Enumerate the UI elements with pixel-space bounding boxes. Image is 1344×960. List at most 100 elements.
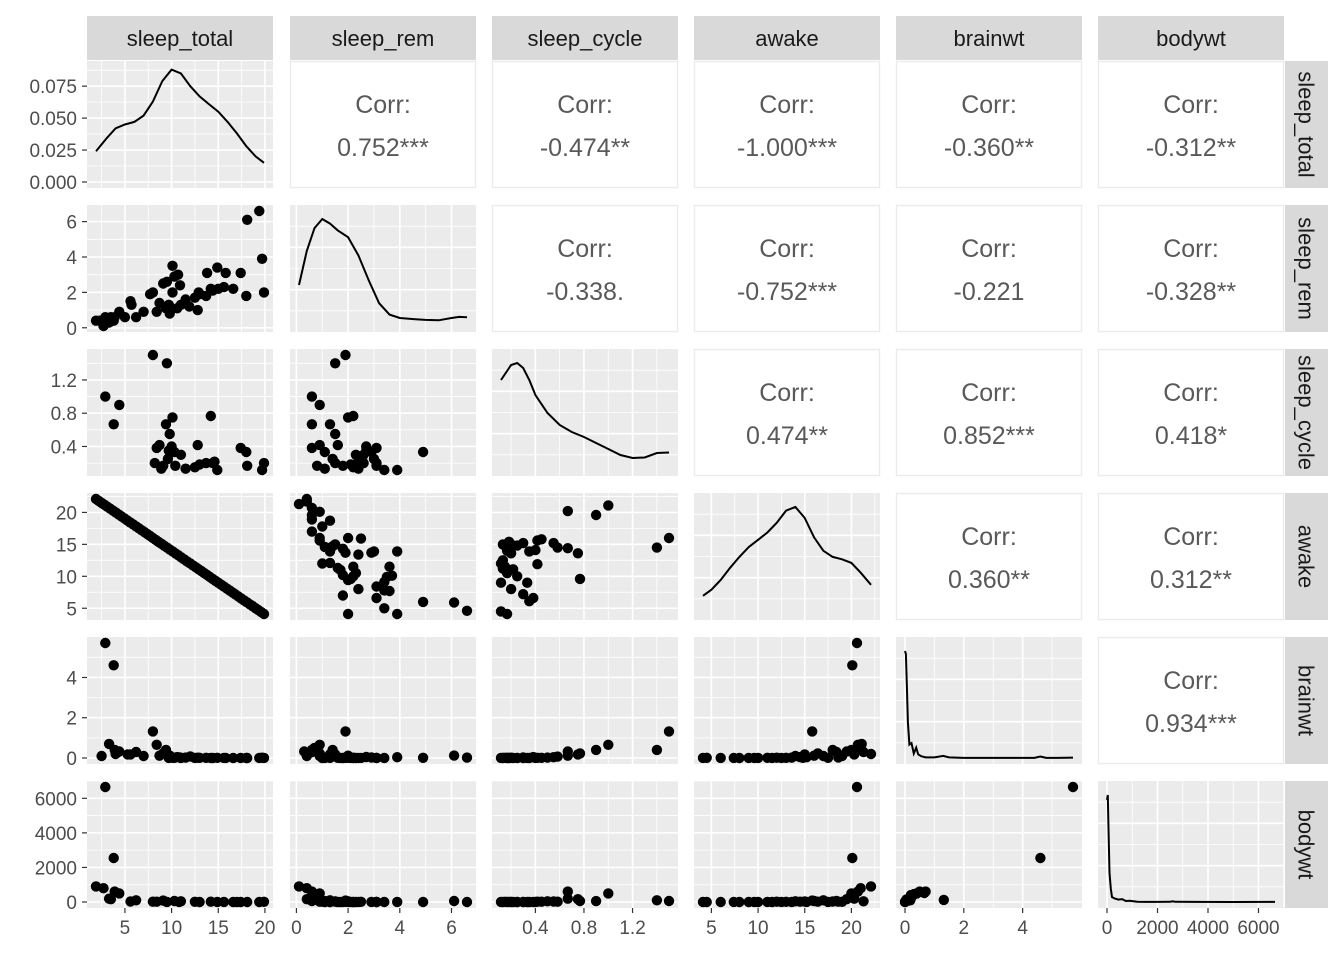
data-point [562,893,573,904]
data-point [518,589,529,600]
data-point [392,752,403,763]
density-curve-sleep_total [95,68,265,164]
panel-sleep_total-vs-sleep_total [87,61,273,188]
data-point [392,546,403,557]
x-tick-label: 20 [841,918,862,939]
y-tick-label: 15 [56,535,77,556]
data-point [258,287,270,298]
panel-sleep_total-vs-bodywt: Corr: -0.312** [1097,60,1285,189]
data-point [562,746,573,757]
data-point [901,894,912,905]
x-tick-label: 6000 [1237,918,1279,939]
panel-awake-vs-sleep_cycle [492,493,678,620]
data-point [797,752,809,763]
data-point [371,592,382,604]
data-point [920,886,931,897]
x-axis-sleep_cycle: 0.4 0.8 1.2 [522,908,646,939]
corr-panel-bg [895,348,1083,477]
row-strip-bg [1285,205,1328,332]
column-strip-bg [87,16,273,60]
data-point [317,558,328,569]
y-axis-sleep_rem: 0 2 4 6 [66,213,87,340]
data-point [734,896,745,908]
data-point [114,399,125,411]
data-point [865,748,877,760]
panel-bg [492,781,678,908]
panel-bg [290,781,476,908]
corr-value: -0.338. [546,278,624,306]
x-tick-label: 2 [959,918,970,939]
panel-bg [492,637,678,764]
x-tick-label: 10 [747,918,768,939]
data-point [167,260,178,271]
data-point [663,895,675,907]
data-point [734,752,745,764]
x-tick-label: 15 [208,918,229,939]
panel-bg [694,637,880,764]
data-point [160,419,172,430]
data-point [752,752,764,764]
row-strip-sleep_rem: sleep_rem [1285,205,1328,332]
row-strip-bodywt: bodywt [1285,781,1328,908]
data-point [392,896,403,908]
panel-sleep_cycle-vs-bodywt: Corr: 0.418* [1097,348,1285,477]
x-axis-bodywt: 0 2000 4000 6000 [1102,908,1280,939]
data-point [603,888,614,899]
corr-panel-bg [1097,60,1285,189]
x-tick-label: 5 [706,918,717,939]
panel-brainwt-vs-awake [694,637,880,764]
panel-bodywt-vs-brainwt [896,780,1082,908]
data-point [715,752,726,764]
panel-bodywt-vs-bodywt [1098,781,1285,908]
corr-value: -0.328** [1146,278,1237,306]
data-point [532,559,543,570]
x-tick-label: 15 [794,918,815,939]
data-point [340,726,351,737]
data-point [100,637,111,649]
panel-sleep_cycle-vs-sleep_cycle [492,349,678,476]
data-point [562,505,573,517]
panel-sleep_cycle-vs-sleep_total [87,349,273,476]
data-point [108,660,119,671]
data-point [663,726,675,737]
x-tick-label: 0 [1102,918,1113,939]
panel-sleep_total-vs-awake: Corr: -1.000*** [693,60,881,189]
data-point [314,888,325,899]
corr-label: Corr: [1163,667,1219,695]
data-point [522,577,533,588]
density-curve-sleep_cycle [500,361,670,460]
corr-value: -0.360** [944,134,1035,162]
panel-awake-vs-sleep_total [87,493,273,620]
corr-label: Corr: [557,91,613,119]
data-point [228,283,239,294]
data-point [379,464,390,476]
data-point [193,287,204,298]
x-tick-label: 4 [395,918,406,939]
data-point [242,214,253,225]
data-point [379,603,390,614]
panel-awake-vs-sleep_rem [290,493,476,620]
data-point [342,532,354,544]
corr-panel-bg [1097,348,1285,477]
corr-panel-bg [1097,204,1285,333]
column-strip-sleep_rem: sleep_rem [290,16,476,60]
density-curve-brainwt [904,650,1074,759]
corr-value: -0.474** [540,134,631,162]
panel-sleep_total-vs-sleep_rem: Corr: 0.752*** [289,60,477,189]
data-point [163,299,174,310]
y-tick-label: 0.075 [29,77,77,98]
y-tick-label: 0 [66,749,77,770]
data-point [379,752,390,764]
data-point [379,585,390,596]
corr-label: Corr: [355,91,411,119]
data-point [98,883,109,894]
data-point [417,752,429,763]
data-point [209,456,220,467]
data-point [254,205,265,217]
data-point [505,548,517,559]
data-point [319,895,330,907]
x-tick-label: 2 [343,918,354,939]
data-point [231,896,243,908]
data-point [212,262,223,273]
panel-sleep_rem-vs-sleep_cycle: Corr: -0.338. [491,204,679,333]
